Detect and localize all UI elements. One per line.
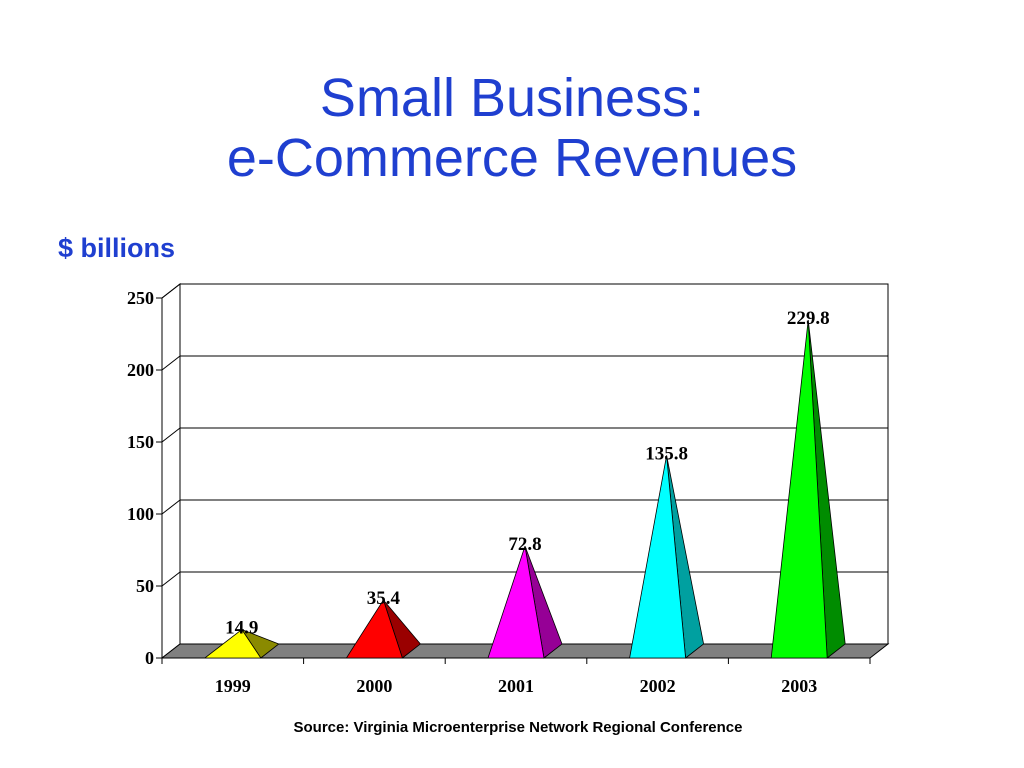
y-tick-label-250: 250 (127, 288, 154, 308)
bar-front-2000 (345, 599, 403, 659)
y-tick-label-0: 0 (145, 648, 154, 668)
x-tick-label-2001: 2001 (498, 676, 534, 696)
chart-axes: 0 50 100 150 200 250 1999 2000 2001 2002 2003 (127, 288, 871, 696)
y-tick-label-150: 150 (127, 432, 154, 452)
chart-bars (203, 320, 846, 659)
data-label-2002: 135.8 (645, 443, 688, 464)
x-tick-label-2003: 2003 (781, 676, 817, 696)
gridline-depth-250 (161, 283, 181, 299)
bar-2001 (487, 546, 563, 659)
x-tick-label-2002: 2002 (640, 676, 676, 696)
gridline-depth-150 (161, 427, 181, 443)
bar-2000 (345, 599, 421, 659)
title-line-1: Small Business: (319, 68, 705, 128)
side-wall (161, 282, 181, 660)
bar-front-2001 (487, 546, 545, 659)
data-label-2003: 229.8 (787, 308, 830, 329)
y-tick-label-100: 100 (127, 504, 154, 524)
data-label-2001: 72.8 (508, 534, 541, 555)
bar-front-1999 (203, 628, 262, 659)
x-tick-label-1999: 1999 (215, 676, 251, 696)
bar-2003 (770, 320, 846, 659)
x-tick-label-2000: 2000 (356, 676, 392, 696)
data-label-2000: 35.4 (367, 588, 401, 609)
slide-title: Small Business: e-Commerce Revenues (0, 68, 1024, 188)
bar-1999 (203, 628, 280, 659)
gridline-depth-100 (161, 499, 181, 515)
title-line-2: e-Commerce Revenues (226, 128, 798, 188)
source-note: Source: Virginia Microenterprise Network… (293, 719, 743, 736)
bar-2002 (629, 455, 705, 659)
gridline-depth-50 (161, 571, 181, 587)
chart-data-labels: 14.9 35.4 72.8 135.8 229.8 (225, 308, 829, 638)
bar-front-2003 (770, 320, 828, 659)
y-tick-label-50: 50 (136, 576, 154, 596)
unit-label: $ billions (58, 233, 176, 263)
bar-front-2002 (629, 455, 687, 659)
gridline-depth-200 (161, 355, 181, 371)
data-label-1999: 14.9 (225, 618, 258, 639)
y-tick-label-200: 200 (127, 360, 154, 380)
